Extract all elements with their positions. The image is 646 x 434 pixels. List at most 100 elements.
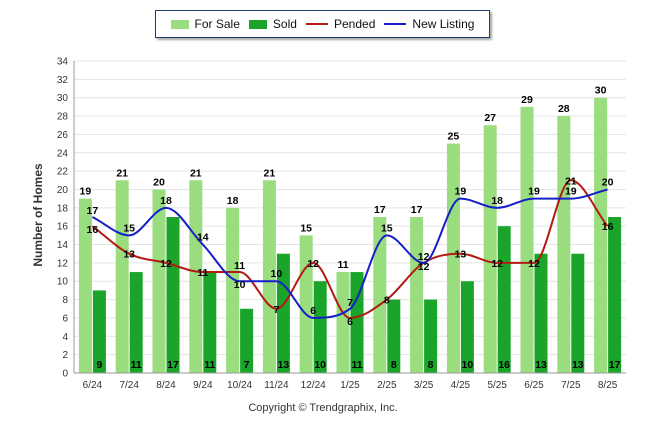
legend-label-for-sale: For Sale [194,17,240,31]
line-new-listing [91,188,608,319]
y-tick-label: 8 [62,295,68,306]
data-label-pended: 21 [565,175,577,187]
bar-sold [497,226,511,373]
bar-sold [571,253,585,373]
data-label-for-sale: 21 [190,167,202,179]
bar-sold [534,253,548,373]
data-label-for-sale: 29 [521,94,533,106]
bar-for-sale [78,198,92,373]
data-label-for-sale: 17 [374,204,386,216]
data-label-sold: 13 [278,359,290,371]
data-label-new-listing: 20 [602,176,614,188]
data-label-new-listing: 10 [271,268,283,280]
data-label-new-listing: 10 [234,279,246,291]
y-tick-label: 32 [57,75,69,86]
y-tick-label: 2 [62,350,68,361]
bar-sold [387,299,401,373]
data-label-for-sale: 19 [80,186,92,198]
bar-for-sale [262,180,276,373]
data-label-new-listing: 18 [160,195,172,207]
data-label-pended: 8 [384,295,390,307]
legend-item-for-sale[interactable]: For Sale [170,17,240,31]
bar-for-sale [115,180,129,373]
data-label-sold: 10 [462,359,474,371]
y-axis-label: Number of Homes [31,163,45,267]
data-label-for-sale: 11 [337,259,348,271]
bar-sold [129,272,143,373]
y-tick-label: 16 [57,222,69,233]
bars [78,97,622,374]
data-label-sold: 8 [391,359,397,371]
y-tick-label: 4 [62,332,68,343]
data-label-new-listing: 19 [528,186,540,198]
x-tick-label: 11/24 [264,380,289,391]
y-tick-label: 34 [57,57,69,68]
bar-for-sale [594,97,608,374]
bar-for-sale [373,217,387,373]
y-tick-label: 14 [57,240,69,251]
data-label-pended: 7 [273,304,279,316]
y-tick-label: 22 [57,167,69,178]
data-label-sold: 11 [351,359,362,371]
data-label-pended: 13 [455,249,467,261]
data-label-sold: 17 [609,359,621,371]
bar-sold [424,299,438,373]
bar-for-sale [152,189,166,373]
y-tick-label: 10 [57,277,69,288]
data-label-sold: 7 [244,359,250,371]
data-label-for-sale: 25 [448,131,460,143]
y-tick-label: 30 [57,93,69,104]
data-label-new-listing: 12 [418,251,430,263]
bar-sold [608,217,622,373]
data-label-pended: 16 [602,221,614,233]
data-label-for-sale: 21 [264,167,276,179]
bar-for-sale [336,272,350,373]
data-label-pended: 12 [491,258,503,270]
line-pended [91,179,609,319]
bar-for-sale [410,217,424,373]
data-label-sold: 9 [96,359,102,371]
bar-for-sale [483,125,497,373]
data-label-pended: 12 [528,258,540,270]
x-tick-label: 7/24 [119,380,139,391]
legend-item-pended[interactable]: Pended [306,17,375,31]
x-tick-label: 3/25 [414,380,434,391]
x-tick-label: 1/25 [340,380,360,391]
series-lines [91,179,609,319]
data-label-for-sale: 30 [595,85,607,97]
legend-swatch-for-sale [170,19,189,29]
bar-sold [460,281,474,373]
bar-for-sale [557,116,571,373]
data-label-for-sale: 20 [153,176,165,188]
data-label-sold: 17 [167,359,179,371]
x-tick-label: 6/25 [524,380,544,391]
data-label-sold: 8 [428,359,434,371]
copyright-text: Copyright © Trendgraphix, Inc. [248,402,398,414]
y-tick-label: 6 [62,313,68,324]
data-labels: 19 9 21 11 20 17 21 11 18 7 21 13 15 10 11 11 17 8 17 8 25 10… [80,85,621,371]
data-label-pended: 12 [307,258,319,270]
bar-sold [276,253,290,373]
x-tick-label: 10/24 [227,380,252,391]
bar-sold [313,281,327,373]
legend-item-sold[interactable]: Sold [248,17,297,31]
x-tick-label: 9/24 [193,380,213,391]
y-tick-label: 28 [57,112,69,123]
legend-item-new-listing[interactable]: New Listing [384,17,474,31]
y-tick-label: 24 [57,148,69,159]
bar-for-sale [520,106,534,373]
data-label-new-listing: 7 [347,297,353,309]
data-label-pended: 12 [418,261,430,273]
y-tick-label: 18 [57,203,69,214]
legend-label-pended: Pended [334,17,376,31]
data-label-for-sale: 27 [484,112,496,124]
y-tick-label: 26 [57,130,69,141]
data-label-sold: 16 [498,359,510,371]
x-tick-label: 5/25 [487,380,507,391]
bar-for-sale [299,235,313,373]
data-label-pended: 16 [87,224,99,236]
data-label-pended: 11 [197,267,208,279]
data-label-sold: 11 [131,359,142,371]
